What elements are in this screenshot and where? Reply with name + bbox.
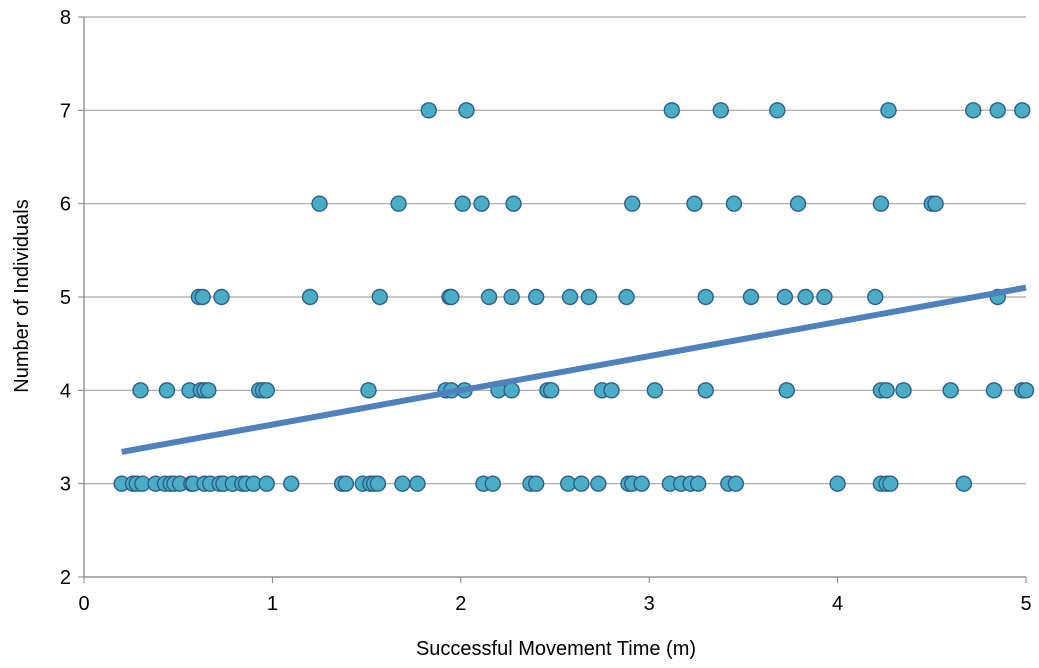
data-points [113, 102, 1035, 492]
data-point [458, 102, 475, 119]
data-point [789, 195, 807, 212]
x-tick-label-3: 3 [644, 593, 655, 615]
data-point [337, 475, 355, 492]
data-point [301, 288, 319, 306]
data-point [725, 195, 743, 212]
y-axis-title: Number of Individuals [11, 199, 33, 392]
x-tick-label-1: 1 [267, 593, 278, 615]
y-tick-labels: 2 3 4 5 6 7 8 [60, 7, 71, 589]
data-point [867, 288, 884, 306]
data-point [624, 195, 641, 212]
data-point [872, 195, 890, 212]
data-point [646, 382, 664, 399]
data-point [965, 102, 982, 119]
data-point [689, 475, 707, 492]
data-point [369, 475, 387, 492]
data-point [618, 288, 635, 306]
data-point [505, 195, 522, 212]
data-point [543, 382, 560, 399]
x-tick-labels: 0 1 2 3 4 5 [78, 593, 1031, 615]
data-point [527, 288, 545, 306]
x-tick-label-5: 5 [1020, 593, 1031, 615]
data-point [697, 288, 714, 306]
data-point [985, 382, 1003, 399]
trendline-group [121, 284, 1027, 455]
data-point [697, 382, 714, 399]
data-point [503, 288, 520, 306]
data-point [473, 195, 490, 212]
y-tick-label-3: 3 [60, 474, 71, 496]
y-tick-label-5: 5 [60, 287, 71, 309]
data-point [573, 475, 590, 492]
data-point [194, 288, 211, 306]
data-point [420, 102, 437, 119]
data-point [394, 475, 411, 492]
data-point [829, 475, 846, 492]
grid-lines [84, 16, 1026, 485]
trendline [121, 284, 1027, 455]
data-point [258, 382, 275, 399]
data-point [360, 382, 377, 399]
data-point [816, 288, 833, 306]
data-point [989, 102, 1006, 119]
data-point [880, 102, 897, 119]
y-tick-label-4: 4 [60, 380, 71, 402]
data-point [1017, 382, 1035, 399]
data-point [633, 475, 650, 492]
y-tick-label-6: 6 [60, 194, 71, 216]
data-point [283, 475, 300, 492]
axes [78, 16, 1027, 583]
data-point [742, 288, 760, 306]
data-point [1014, 102, 1031, 119]
data-point [663, 102, 681, 119]
data-point [942, 382, 959, 399]
data-point [686, 195, 703, 212]
y-tick-label-2: 2 [60, 567, 71, 589]
data-point [371, 288, 388, 306]
data-point [409, 475, 426, 492]
data-point [878, 382, 895, 399]
data-point [769, 102, 786, 119]
data-point [727, 475, 745, 492]
data-point [480, 288, 498, 306]
data-point [580, 288, 598, 306]
data-point [443, 288, 460, 306]
data-point [132, 382, 149, 399]
y-tick-label-7: 7 [60, 100, 71, 122]
data-point [712, 102, 729, 119]
x-tick-label-4: 4 [832, 593, 843, 615]
x-tick-label-0: 0 [78, 593, 89, 615]
data-point [927, 195, 944, 212]
data-point [258, 475, 275, 492]
data-point [603, 382, 620, 399]
y-tick-label-8: 8 [60, 7, 71, 29]
data-point [955, 475, 973, 492]
data-point [158, 382, 176, 399]
data-point [200, 382, 217, 399]
data-point [797, 288, 814, 306]
data-point [390, 195, 407, 212]
data-point [895, 382, 912, 399]
data-point [311, 195, 328, 212]
x-tick-label-2: 2 [455, 593, 466, 615]
data-point [590, 475, 607, 492]
x-axis-title: Successful Movement Time (m) [416, 638, 696, 660]
data-point [776, 288, 794, 306]
data-point [213, 288, 230, 306]
data-point [882, 475, 899, 492]
data-point [527, 475, 545, 492]
data-point [561, 288, 579, 306]
data-point [454, 195, 471, 212]
data-point [778, 382, 795, 399]
data-point [484, 475, 502, 492]
